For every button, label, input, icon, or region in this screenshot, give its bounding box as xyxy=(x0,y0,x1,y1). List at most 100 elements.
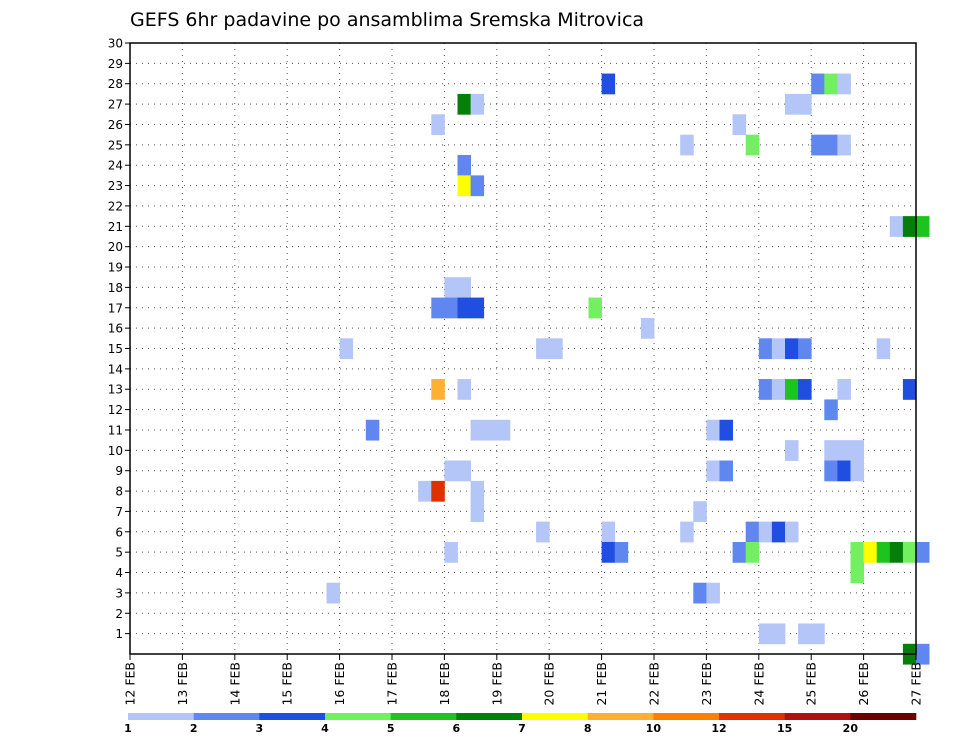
y-tick-label: 3 xyxy=(115,586,123,600)
y-tick-label: 29 xyxy=(108,57,123,71)
heatmap-cell xyxy=(798,623,812,645)
legend-label: 15 xyxy=(777,722,792,735)
heatmap-cell xyxy=(680,134,694,156)
heatmap-cell xyxy=(470,297,485,319)
heatmap-cell xyxy=(811,134,825,156)
heatmap-cell xyxy=(745,134,760,156)
heatmap-cell xyxy=(837,460,851,482)
color-legend: 1 2 3 4 5 6 7 8 10 12 15 20 xyxy=(124,713,917,735)
y-tick-label: 11 xyxy=(108,423,123,437)
heatmap-cell xyxy=(431,480,445,502)
y-tick-label: 5 xyxy=(115,546,123,560)
y-tick-label: 9 xyxy=(115,464,123,478)
heatmap-cell xyxy=(811,73,825,95)
y-tick-label: 18 xyxy=(108,281,123,295)
legend-label: 8 xyxy=(584,722,592,735)
x-tick-label: 19 FEB xyxy=(489,662,504,706)
heatmap-cell xyxy=(798,93,812,115)
heatmap-cell xyxy=(785,379,799,400)
x-tick-label: 14 FEB xyxy=(227,662,242,706)
x-tick-label: 15 FEB xyxy=(280,662,295,706)
heatmap-cell xyxy=(601,521,616,543)
heatmap-cell xyxy=(798,338,812,360)
x-tick-label: 26 FEB xyxy=(856,662,871,706)
heatmap-cell xyxy=(483,419,498,441)
heatmap-cell xyxy=(640,317,655,339)
heatmap-cell xyxy=(418,480,432,502)
heatmap-cell xyxy=(837,134,851,156)
heatmap-cell xyxy=(601,541,616,563)
legend-swatch xyxy=(259,713,326,720)
heatmap-cell xyxy=(444,297,458,319)
heatmap-cell xyxy=(457,460,471,482)
y-tick-label: 28 xyxy=(108,77,123,91)
heatmap-cell xyxy=(536,338,550,360)
y-tick-label: 17 xyxy=(108,301,123,315)
heatmap-cell xyxy=(536,521,550,543)
x-tick-label: 13 FEB xyxy=(175,662,190,706)
heatmap-cell xyxy=(444,541,458,563)
heatmap-cell xyxy=(824,399,838,421)
y-tick-label: 14 xyxy=(108,362,123,376)
heatmap-cell xyxy=(785,338,799,360)
heatmap-cell xyxy=(732,541,747,563)
heatmap-cell xyxy=(457,175,471,197)
y-tick-label: 6 xyxy=(115,525,123,539)
heatmap-cell xyxy=(850,541,864,563)
legend-label: 3 xyxy=(256,722,264,735)
heatmap-cell xyxy=(902,379,917,400)
legend-swatch xyxy=(325,713,391,720)
y-tick-label: 16 xyxy=(108,322,123,336)
heatmap-cell xyxy=(614,541,629,563)
heatmap-cell xyxy=(601,73,616,95)
heatmap-cell xyxy=(706,582,720,604)
y-tick-label: 27 xyxy=(108,98,123,112)
heatmap-cell xyxy=(719,460,733,482)
heatmap-cell xyxy=(850,562,864,584)
legend-swatch xyxy=(587,713,654,720)
x-tick-label: 16 FEB xyxy=(332,662,347,706)
heatmap-cell xyxy=(496,419,511,441)
y-tick-label: 19 xyxy=(108,261,123,275)
heatmap-cell xyxy=(771,521,786,543)
y-tick-label: 20 xyxy=(108,240,123,254)
x-tick-label: 20 FEB xyxy=(542,662,557,706)
heatmap-cell xyxy=(431,297,445,319)
heatmap-cell xyxy=(837,379,851,400)
heatmap-cell xyxy=(339,338,354,360)
heatmap-cell xyxy=(549,338,563,360)
heatmap-cell xyxy=(470,93,485,115)
heatmap-cell xyxy=(916,643,930,665)
heatmap-cell xyxy=(916,541,930,563)
legend-label: 1 xyxy=(124,722,132,735)
heatmap-cell xyxy=(785,440,799,461)
heatmap-cell xyxy=(785,93,799,115)
heatmap-cell xyxy=(837,440,851,461)
heatmap-cell xyxy=(889,541,904,563)
heatmap-cell xyxy=(470,175,485,197)
heatmap-cell xyxy=(876,338,891,360)
x-tick-label: 18 FEB xyxy=(437,662,452,706)
x-tick-label: 24 FEB xyxy=(751,662,766,706)
heatmap-cell xyxy=(850,460,864,482)
heatmap-cell xyxy=(824,460,838,482)
legend-swatch xyxy=(784,713,851,720)
y-tick-label: 22 xyxy=(108,199,123,213)
heatmap-cell xyxy=(745,521,760,543)
heatmap-cell xyxy=(824,134,838,156)
heatmap-cell xyxy=(771,338,786,360)
x-tick-label: 12 FEB xyxy=(123,662,138,706)
heatmap-cell xyxy=(719,419,733,441)
heatmap-cell xyxy=(824,440,838,461)
heatmap-cell xyxy=(680,521,694,543)
y-tick-label: 2 xyxy=(115,607,123,621)
heatmap-cell xyxy=(811,623,825,645)
heatmap-cell xyxy=(771,623,786,645)
heatmap-cell xyxy=(431,379,445,400)
heatmap-cell xyxy=(902,216,917,237)
x-tick-label: 27 FEB xyxy=(909,662,924,706)
heatmap-cell xyxy=(444,277,458,298)
heatmap-cell xyxy=(785,521,799,543)
heatmap-cell xyxy=(444,460,458,482)
heatmap-cell xyxy=(457,93,471,115)
